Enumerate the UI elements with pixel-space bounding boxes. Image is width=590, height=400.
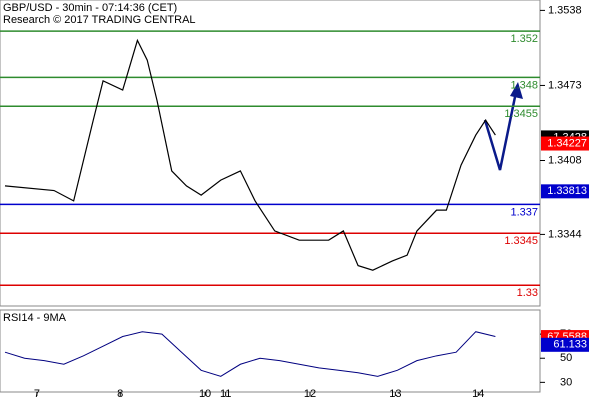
rsi-panel xyxy=(0,309,541,393)
price-badge-label: 1.33813 xyxy=(547,185,587,197)
level-label: 1.337 xyxy=(510,206,538,218)
rsi-y-tick-label: 50 xyxy=(560,352,572,364)
y-tick-label: 1.3473 xyxy=(548,79,582,91)
x-tick-label: 11 xyxy=(220,388,231,400)
level-label: 1.3455 xyxy=(504,108,538,120)
price-badge xyxy=(541,136,589,151)
level-label: 1.33 xyxy=(517,287,538,299)
arrow-head xyxy=(510,82,523,99)
rsi-title: RSI14 - 9MA xyxy=(3,312,67,324)
main-panel xyxy=(0,0,541,307)
rsi-y-tick-label: 30 xyxy=(560,376,572,388)
x-tick-label: 12 xyxy=(304,388,316,400)
y-tick-label: 1.3344 xyxy=(548,228,582,240)
forecast-arrow xyxy=(483,91,518,171)
rsi-line xyxy=(4,331,496,377)
level-label: 1.3345 xyxy=(504,235,538,247)
level-label: 1.348 xyxy=(510,79,538,91)
price-badge-label: 1.34227 xyxy=(547,137,587,149)
y-tick-label: 1.3538 xyxy=(548,4,582,16)
x-tick-label: 13 xyxy=(389,388,401,400)
rsi-badge-label: 61.133 xyxy=(553,339,587,351)
x-tick-label: 7 xyxy=(34,388,40,400)
rsi-badge xyxy=(541,337,589,352)
price-line xyxy=(4,38,496,271)
level-label: 1.352 xyxy=(510,33,538,45)
price-badge xyxy=(541,184,589,199)
y-tick-label: 1.3408 xyxy=(548,154,582,166)
chart-title: GBP/USD - 30min - 07:14:36 (CET) xyxy=(3,2,177,14)
chart-subtitle: Research © 2017 TRADING CENTRAL xyxy=(3,14,196,26)
x-tick-label: 8 xyxy=(117,388,123,400)
x-tick-label: 14 xyxy=(472,388,484,400)
x-tick-label: 10 xyxy=(199,388,211,400)
